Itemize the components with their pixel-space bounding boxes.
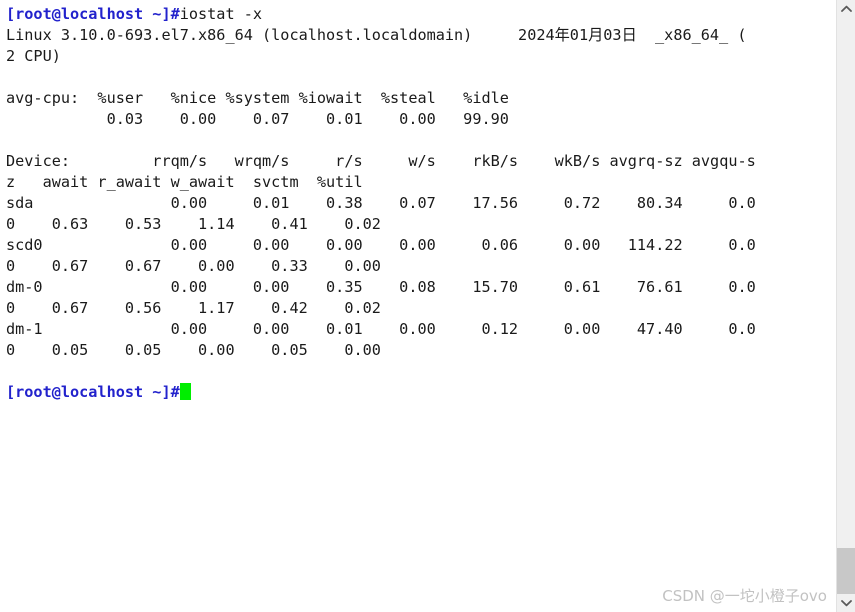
device-row-scd0-wrap: 0 0.67 0.67 0.00 0.33 0.00	[6, 257, 381, 275]
device-header-line: Device: rrqm/s wrqm/s r/s w/s rkB/s wkB/…	[6, 152, 756, 170]
text-cursor	[179, 383, 192, 400]
scrollbar-thumb[interactable]	[837, 548, 855, 594]
typed-command: iostat -x	[179, 5, 263, 23]
scroll-down-button[interactable]	[837, 594, 855, 612]
vertical-scrollbar[interactable]	[836, 0, 855, 612]
output-line: 2 CPU)	[6, 47, 61, 65]
scroll-up-button[interactable]	[837, 0, 855, 18]
command-line-first: [root@localhost ~]#iostat -x	[6, 4, 836, 25]
device-row-dm-1: dm-1 0.00 0.00 0.01 0.00 0.12 0.00 47.40…	[6, 320, 756, 338]
cpu-header-line: avg-cpu: %user %nice %system %iowait %st…	[6, 89, 509, 107]
chevron-up-icon	[840, 5, 852, 12]
output-line-blank	[6, 130, 836, 151]
device-row-dm-1-wrap: 0 0.05 0.05 0.00 0.05 0.00	[6, 341, 381, 359]
output-line-blank	[6, 361, 836, 382]
output-line: Linux 3.10.0-693.el7.x86_64 (localhost.l…	[6, 26, 747, 44]
device-row-dm-0-wrap: 0 0.67 0.56 1.17 0.42 0.02	[6, 299, 381, 317]
device-row-scd0: scd0 0.00 0.00 0.00 0.00 0.06 0.00 114.2…	[6, 236, 756, 254]
shell-prompt: [root@localhost ~]#	[6, 5, 180, 23]
device-row-dm-0: dm-0 0.00 0.00 0.35 0.08 15.70 0.61 76.6…	[6, 278, 756, 296]
device-row-sda: sda 0.00 0.01 0.38 0.07 17.56 0.72 80.34…	[6, 194, 756, 212]
output-line-blank	[6, 67, 836, 88]
command-line-current[interactable]: [root@localhost ~]#	[6, 382, 836, 403]
device-header-wrap-line: z await r_await w_await svctm %util	[6, 173, 363, 191]
shell-prompt: [root@localhost ~]#	[6, 383, 180, 401]
chevron-down-icon	[840, 600, 852, 607]
device-row-sda-wrap: 0 0.63 0.53 1.14 0.41 0.02	[6, 215, 381, 233]
cpu-values-line: 0.03 0.00 0.07 0.01 0.00 99.90	[6, 110, 509, 128]
terminal-output-area[interactable]: [root@localhost ~]#iostat -x Linux 3.10.…	[0, 0, 836, 612]
